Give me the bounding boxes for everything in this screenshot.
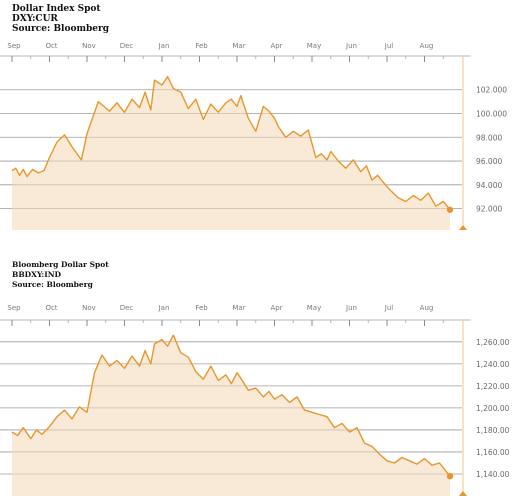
last-value-point [446,472,454,480]
x-tick-label: Nov [82,42,96,50]
y-tick-label: 102.000 [476,86,507,95]
y-tick-label: 1,180.00 [476,426,510,435]
x-tick-label: Apr [270,304,282,312]
y-tick-label: 1,160.00 [476,448,510,457]
chart-title: Dollar Index Spot [12,4,101,14]
x-tick-label: May [307,42,321,50]
y-tick-label: 94.000 [476,181,502,190]
x-tick-label: Aug [420,42,434,50]
x-tick-label: Oct [45,42,57,50]
series-area [12,76,450,230]
x-tick-label: Sep [7,304,21,312]
chart-source: Source: Bloomberg [12,24,110,34]
x-tick-label: Dec [120,42,134,50]
chart-header: Bloomberg Dollar Spot BBDXY:IND Source: … [12,260,109,290]
x-tick-label: May [307,304,321,312]
chart-panel-dxy: Sep Oct Nov Dec Jan Feb Mar Apr May Jun Jul Aug 102.… [0,0,532,240]
marker-triangle [459,225,467,230]
x-tick-label: Mar [232,304,245,312]
bbdxy-chart: Sep Oct Nov Dec Jan Feb Mar Apr May Jun Jul Aug 1,26… [0,304,510,496]
chart-ticker: BBDXY:IND [12,270,62,279]
x-tick-label: Feb [195,42,208,50]
y-tick-label: 1,140.00 [476,470,510,479]
chart-panel-bbdxy: Sep Oct Nov Dec Jan Feb Mar Apr May Jun Jul Aug 1,26… [0,258,532,496]
x-tick-label: Jun [345,304,357,312]
x-tick-label: Jun [345,42,357,50]
x-tick-label: Jul [384,42,394,50]
y-tick-label: 98.000 [476,133,502,142]
y-tick-label: 100.000 [476,109,507,118]
x-tick-label: Apr [270,42,282,50]
x-tick-label: Jul [384,304,394,312]
y-tick-label: 1,220.00 [476,382,510,391]
x-tick-label: Mar [232,42,245,50]
y-tick-label: 1,200.00 [476,404,510,413]
chart-title: Bloomberg Dollar Spot [12,260,109,269]
x-tick-label: Oct [45,304,57,312]
chart-source: Source: Bloomberg [12,280,93,289]
series-area [12,335,450,496]
x-tick-label: Jan [158,42,170,50]
y-tick-label: 92.000 [476,205,502,214]
x-tick-label: Sep [7,42,21,50]
x-tick-label: Feb [195,304,208,312]
y-tick-label: 96.000 [476,157,502,166]
chart-header: Dollar Index Spot DXY:CUR Source: Bloomb… [12,4,109,34]
series-line [11,334,451,477]
x-tick-label: Aug [420,304,434,312]
y-tick-label: 1,260.00 [476,338,510,347]
series-line [11,75,451,211]
chart-ticker: DXY:CUR [12,14,58,24]
dxy-chart: Sep Oct Nov Dec Jan Feb Mar Apr May Jun Jul Aug 102.… [0,42,507,230]
x-tick-label: Nov [82,304,96,312]
marker-triangle [459,491,467,496]
x-tick-label: Jan [158,304,170,312]
last-value-point [446,206,454,213]
y-tick-label: 1,240.00 [476,360,510,369]
x-tick-label: Dec [120,304,134,312]
